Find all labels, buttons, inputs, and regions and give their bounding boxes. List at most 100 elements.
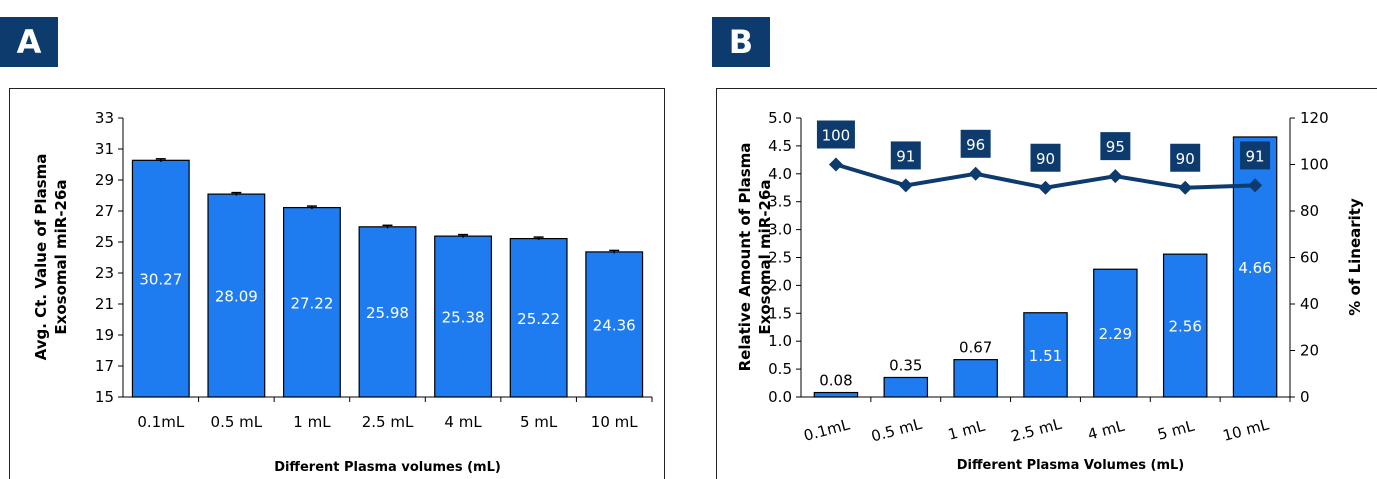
chart-b-line-data-label: 96 [966, 136, 985, 154]
chart-a-y-tick-label: 29 [95, 171, 114, 189]
chart-b-bar [813, 391, 859, 398]
chart-b-y-axis-label-line1: Relative Amount of Plasma [736, 143, 754, 372]
chart-b-line-marker [1248, 178, 1263, 193]
chart-a-bar [509, 237, 568, 398]
chart-b-y2-tick-label: 100 [1300, 156, 1329, 174]
chart-b-y-tick-label: 4.0 [768, 165, 792, 183]
chart-b-bar [1093, 268, 1138, 398]
chart-a-y-axis-label-line2: Exosomal miR-26a [52, 179, 70, 334]
chart-a-x-tick-label: 0.1mL [137, 413, 184, 431]
chart-a-y-axis-label-line1: Avg. Ct. Value of Plasma [32, 154, 50, 361]
chart-b-y-tick-label: 1.0 [768, 332, 792, 350]
chart-b-x-axis-label: Different Plasma Volumes (mL) [957, 458, 1185, 473]
chart-b-y2-axis-label: % of Linearity [1346, 198, 1364, 316]
chart-b-y2-tick-label: 60 [1300, 249, 1319, 267]
chart-a-data-label: 30.27 [139, 271, 182, 289]
chart-b-bar-data-label: 0.67 [959, 339, 992, 357]
chart-a-y-tick-label: 25 [95, 233, 114, 251]
chart-b-bar [1023, 312, 1068, 398]
chart-b-bar-data-label: 4.66 [1238, 259, 1271, 277]
chart-b-x-tick-label: 10 mL [1221, 415, 1272, 445]
chart-a-y-tick-label: 23 [95, 264, 114, 282]
chart-b-bar-data-label: 2.56 [1169, 318, 1202, 336]
chart-b-x-tick-label: 5 mL [1156, 416, 1197, 443]
chart-b-y-tick-label: 5.0 [768, 109, 792, 127]
chart-a-x-tick-label: 5 mL [520, 413, 558, 431]
chart-b-y2-tick-label: 40 [1300, 295, 1319, 313]
chart-b-line-marker [828, 157, 843, 172]
chart-b-bar-data-label: 2.29 [1099, 325, 1132, 343]
chart-b-line-marker [1178, 180, 1193, 195]
chart-b-y-tick-label: 0.5 [768, 360, 792, 378]
chart-a-x-tick-label: 0.5 mL [211, 413, 263, 431]
chart-a-y-tick-label: 33 [95, 109, 114, 127]
chart-b-line-data-label: 91 [1246, 147, 1265, 165]
chart-a-y-tick-label: 19 [95, 326, 114, 344]
chart-b-y-tick-label: 3.5 [768, 193, 792, 211]
chart-a-x-axis-label: Different Plasma volumes (mL) [274, 460, 501, 475]
chart-a-x-tick-label: 1 mL [293, 413, 331, 431]
chart-b-line-label-box [890, 141, 921, 170]
chart-b-line-data-label: 95 [1106, 138, 1125, 156]
chart-a-x-tick-label: 10 mL [591, 413, 638, 431]
chart-b-line-data-label: 90 [1176, 150, 1195, 168]
chart-a-bar [358, 226, 417, 398]
chart-b-x-tick-label: 4 mL [1086, 416, 1127, 443]
chart-b-y2-tick-label: 0 [1300, 388, 1310, 406]
chart-a-data-label: 24.36 [593, 316, 636, 334]
chart-b-y2-tick-label: 120 [1300, 109, 1329, 127]
chart-b-x-tick-label: 0.5 mL [869, 415, 924, 446]
chart-b-frame [716, 88, 1377, 479]
chart-a-data-label: 25.38 [442, 309, 485, 327]
chart-b-bar [1162, 253, 1208, 398]
chart-b-line-label-box [816, 120, 855, 149]
chart-a-data-label: 25.98 [366, 304, 409, 322]
chart-b-x-tick-label: 1 mL [946, 416, 987, 443]
chart-a-y-tick-label: 27 [95, 202, 114, 220]
chart-b-y-tick-label: 3.0 [768, 221, 792, 239]
chart-b-y-tick-label: 0.0 [768, 388, 792, 406]
chart-b-y-tick-label: 1.5 [768, 304, 792, 322]
chart-b-line-marker [968, 166, 983, 181]
chart-a-y-tick-label: 21 [95, 295, 114, 313]
chart-b-line-label-box [960, 129, 991, 158]
chart-a-bar [585, 251, 644, 398]
chart-a-y-tick-label: 17 [95, 357, 114, 375]
chart-b-line-marker [1038, 180, 1053, 195]
chart-b-y-axis-label-line2: Exosomal miR-26a [756, 179, 774, 334]
chart-b-y-tick-label: 2.5 [768, 249, 792, 267]
chart-a-data-label: 27.22 [290, 294, 333, 312]
chart-b-line-data-label: 100 [822, 127, 851, 145]
chart-b-bar [883, 376, 929, 398]
chart-a-x-tick-label: 4 mL [444, 413, 482, 431]
chart-b-line-data-label: 90 [1036, 150, 1055, 168]
chart-b-y2-tick-label: 80 [1300, 202, 1319, 220]
chart-b-y-tick-label: 4.5 [768, 137, 792, 155]
chart-a-y-tick-label: 15 [95, 388, 114, 406]
chart-b-line-marker [1108, 169, 1123, 184]
chart-a-y-tick-label: 31 [95, 140, 114, 158]
panel-b-badge: B [712, 17, 770, 67]
chart-a-bar [207, 193, 266, 398]
chart-b-y-tick-label: 2.0 [768, 276, 792, 294]
chart-b-y2-tick-label: 20 [1300, 342, 1319, 360]
chart-a-data-label: 28.09 [215, 288, 258, 306]
chart-b-bar-data-label: 0.35 [889, 356, 922, 374]
chart-b-bar-data-label: 1.51 [1029, 347, 1062, 365]
chart-b-x-tick-label: 2.5 mL [1009, 415, 1064, 446]
chart-b-line-label-box [1100, 132, 1131, 161]
chart-a-bar [434, 235, 493, 398]
chart-b-bar [953, 359, 998, 398]
panel-a-badge: A [0, 17, 58, 67]
chart-b-line-label-box [1170, 143, 1201, 172]
chart-a-data-label: 25.22 [517, 310, 560, 328]
chart-b-line-data-label: 91 [896, 147, 915, 165]
chart-b-line-marker [898, 178, 913, 193]
chart-b-line-label-box [1240, 141, 1271, 170]
chart-a-bar [131, 159, 190, 398]
chart-a-x-tick-label: 2.5 mL [362, 413, 414, 431]
chart-b-bar-data-label: 0.08 [819, 372, 852, 390]
chart-b-x-tick-label: 0.1mL [802, 415, 853, 445]
chart-a-frame [9, 88, 665, 479]
